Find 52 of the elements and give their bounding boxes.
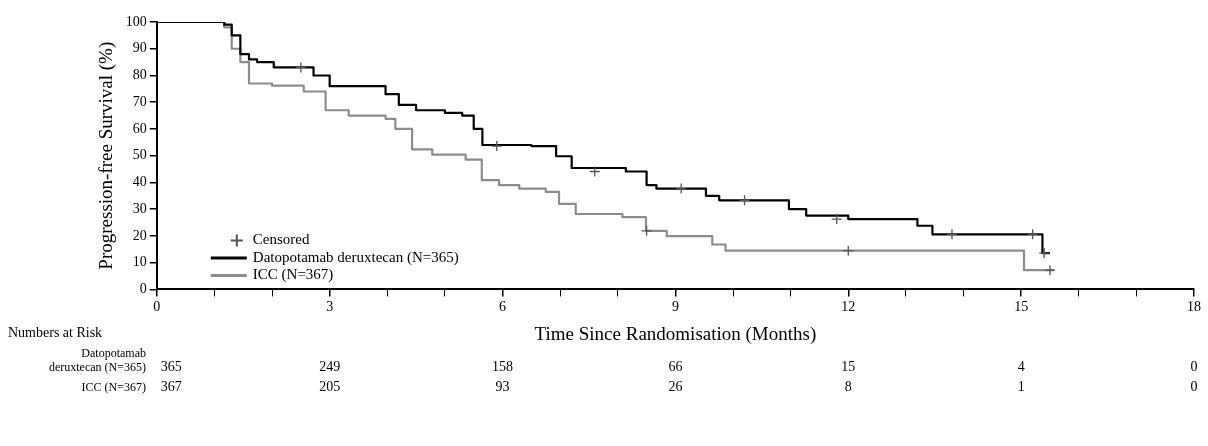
text: 249	[319, 359, 341, 375]
y-tick-label: 0	[139, 281, 147, 297]
y-tick-label: 40	[132, 174, 147, 190]
point	[946, 228, 958, 240]
text: 367	[160, 379, 182, 395]
text: 0	[1190, 359, 1198, 375]
text: 26	[668, 379, 683, 395]
point	[589, 165, 601, 178]
text: 66	[668, 359, 683, 375]
text: 158	[492, 359, 514, 375]
y-tick-label: 10	[132, 254, 147, 270]
text: 1	[1017, 379, 1025, 395]
y-tick-label: 30	[132, 200, 147, 216]
x-tick-label: 18	[1187, 299, 1201, 315]
text: Numbers at Risk	[8, 325, 103, 341]
x-tick-label: 12	[841, 299, 856, 315]
text: 93	[495, 379, 510, 395]
text: 205	[319, 379, 341, 395]
point	[491, 140, 503, 152]
legend-label: ICC (N=367)	[252, 266, 334, 284]
point	[738, 194, 751, 207]
y-axis-title: Progression-free Survival (%)	[95, 41, 118, 270]
point	[1044, 264, 1056, 276]
text: ICC (N=367)	[81, 379, 146, 394]
y-tick-label: 100	[125, 13, 147, 29]
text: 4	[1017, 359, 1025, 375]
point	[675, 182, 687, 195]
point	[640, 225, 653, 237]
text: 8	[844, 379, 852, 395]
x-tick-label: 15	[1014, 299, 1029, 315]
legend-label: Censored	[252, 231, 310, 248]
text: 365	[160, 359, 182, 375]
point	[1038, 247, 1050, 259]
y-tick-label: 20	[132, 227, 147, 243]
text: 15	[841, 359, 856, 375]
point	[842, 244, 854, 257]
y-tick-label: 90	[132, 40, 147, 56]
x-tick-label: 3	[326, 299, 334, 315]
x-tick-label: 0	[153, 299, 161, 315]
point	[1027, 228, 1039, 240]
y-tick-label: 70	[132, 93, 147, 109]
y-tick-label: 60	[132, 120, 147, 136]
text: Datopotamab deruxtecan (N=365)	[48, 345, 146, 374]
legend-label: Datopotamab deruxtecan (N=365)	[252, 248, 459, 266]
x-axis-title: Time Since Randomisation (Months)	[534, 322, 817, 345]
y-tick-label: 50	[132, 147, 147, 163]
y-tick-label: 80	[132, 67, 147, 83]
point	[295, 61, 307, 74]
x-tick-label: 6	[499, 299, 507, 315]
text: 0	[1190, 379, 1198, 395]
x-tick-label: 9	[671, 299, 679, 315]
point	[831, 213, 843, 225]
